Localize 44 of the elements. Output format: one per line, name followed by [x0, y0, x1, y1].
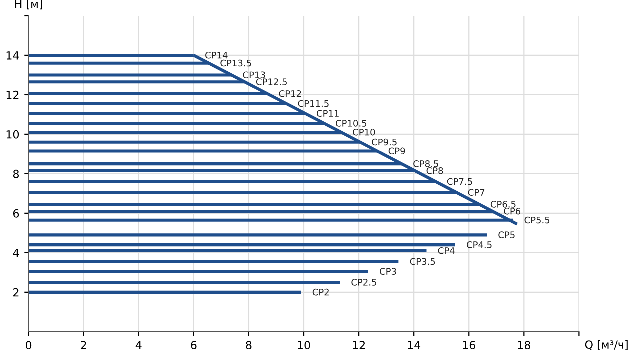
series-label: CP14 — [206, 52, 228, 59]
series-label: CP5 — [498, 232, 515, 238]
x-tick-label: 10 — [298, 341, 310, 350]
y-tick-label: 2 — [14, 288, 19, 297]
x-tick-label: 8 — [246, 341, 252, 350]
x-tick-label: 6 — [191, 341, 197, 350]
series-label: CP11 — [316, 110, 339, 118]
series-label: CP10 — [353, 128, 376, 136]
series-label: CP4.5 — [466, 242, 492, 248]
x-tick-label: 14 — [408, 341, 421, 350]
x-tick-label: 18 — [518, 341, 530, 350]
x-tick-label: 0 — [26, 341, 32, 350]
series-label: CP12.5 — [256, 78, 288, 86]
series-label: CP3.5 — [410, 258, 436, 266]
y-tick-label: 8 — [13, 170, 20, 178]
series-label: CP13.5 — [220, 60, 252, 67]
y-tick-label: 10 — [6, 130, 20, 139]
y-tick-label: 6 — [13, 209, 20, 218]
series-label: CP9 — [388, 148, 406, 155]
series-label: CP8.5 — [414, 160, 438, 168]
series-label: CP2.5 — [352, 279, 376, 286]
series-label: CP3 — [380, 268, 396, 276]
y-tick-label: 4 — [13, 249, 20, 258]
series-label: CP12 — [279, 90, 302, 98]
series-label: CP6 — [504, 208, 521, 215]
x-tick-label: 16 — [463, 341, 476, 350]
x-axis-title: Q [м³/ч] — [585, 340, 628, 350]
x-tick-label: 4 — [136, 341, 142, 350]
series-label: CP7.5 — [447, 178, 472, 186]
x-tick-label: 12 — [353, 341, 365, 350]
series-label: CP11.5 — [298, 100, 329, 108]
series-label: CP13 — [243, 72, 266, 79]
y-tick-label: 14 — [6, 52, 20, 60]
x-tick-label: 2 — [81, 341, 86, 350]
series-label: CP4 — [438, 247, 455, 254]
series-label: CP2 — [312, 288, 329, 296]
y-axis-title: H [м] — [15, 0, 42, 10]
series-label: CP10.5 — [336, 120, 367, 127]
series-label: CP8 — [426, 167, 444, 174]
series-label: CP9.5 — [372, 138, 397, 146]
series-label: CP5.5 — [524, 216, 550, 224]
series-label: CP6.5 — [490, 201, 516, 208]
series-label: CP7 — [468, 189, 485, 196]
y-tick-label: 12 — [6, 90, 19, 100]
